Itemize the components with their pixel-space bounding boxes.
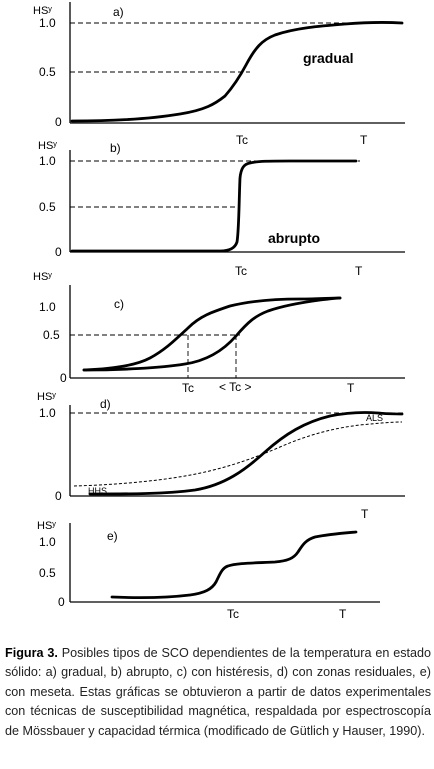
xtick-e-tc: Tc	[227, 607, 239, 621]
ylabel-b: HSʸ	[38, 140, 57, 152]
ytick-b-0: 0	[55, 245, 62, 259]
caption-label: Figura 3.	[5, 646, 58, 660]
ytick-c-1: 1.0	[39, 300, 56, 314]
figure-panels: HSʸ a) 1.0 0.5 0 gradual Tc T HSʸ b) 1.0…	[33, 2, 405, 621]
xtick-a-tc: Tc	[236, 133, 248, 147]
panel-label-a: a)	[113, 5, 124, 19]
ytick-e-05: 0.5	[39, 566, 56, 580]
panel-label-c: c)	[114, 297, 124, 311]
curve-b-abrupto	[70, 159, 358, 253]
xlabel-e: T	[339, 607, 347, 621]
panel-e: HSʸ e) 1.0 0.5 0 T Tc T	[37, 507, 380, 621]
panel-label-b: b)	[110, 141, 121, 155]
xtick-c-tc-avg: < Tc >	[219, 380, 251, 394]
ytick-c-0: 0	[60, 371, 67, 385]
panel-a: HSʸ a) 1.0 0.5 0 gradual Tc T	[33, 2, 405, 147]
ytick-b-05: 0.5	[39, 200, 56, 214]
panel-d: HSʸ d) 1.0 0 ALS HHS	[37, 391, 405, 503]
panel-label-d: d)	[100, 397, 111, 411]
panel-label-e: e)	[107, 529, 118, 543]
ytick-d-0: 0	[55, 489, 62, 503]
ylabel-d: HSʸ	[37, 391, 56, 403]
ytick-a-1: 1.0	[39, 16, 56, 30]
curve-a-gradual	[70, 20, 404, 123]
xlabel-b: T	[355, 264, 363, 278]
annotation-als: ALS	[366, 413, 383, 423]
xtick-c-tc: Tc	[182, 381, 194, 395]
curve-c-cooling	[82, 296, 342, 372]
ylabel-e: HSʸ	[37, 520, 56, 532]
annotation-hhs: HHS	[88, 486, 107, 496]
xtick-b-tc: Tc	[235, 264, 247, 278]
ytick-c-05: 0.5	[43, 328, 60, 342]
xlabel-e-top: T	[361, 507, 369, 521]
ytick-d-1: 1.0	[39, 406, 56, 420]
ytick-a-05: 0.5	[39, 65, 56, 79]
curve-d-residual	[73, 421, 403, 487]
curve-e-plateau	[110, 530, 358, 599]
curve-d-main	[88, 411, 404, 496]
curve-c-warming	[82, 296, 342, 372]
xlabel-a: T	[360, 133, 368, 147]
annotation-gradual: gradual	[303, 50, 354, 66]
ytick-e-0: 0	[58, 595, 65, 609]
ytick-b-1: 1.0	[39, 154, 56, 168]
ylabel-c: HSʸ	[33, 271, 52, 283]
xlabel-c: T	[347, 381, 355, 395]
ytick-a-0: 0	[55, 115, 62, 129]
ylabel-a: HSʸ	[33, 5, 52, 17]
panel-b: HSʸ b) 1.0 0.5 0 abrupto Tc T	[38, 140, 405, 278]
annotation-abrupto: abrupto	[268, 230, 320, 246]
ytick-e-1: 1.0	[39, 535, 56, 549]
panel-c: HSʸ c) 1.0 0.5 0 Tc < Tc > T	[33, 271, 405, 395]
caption-text: Posibles tipos de SCO dependientes de la…	[5, 646, 432, 738]
figure-caption: Figura 3. Posibles tipos de SCO dependie…	[5, 644, 431, 741]
